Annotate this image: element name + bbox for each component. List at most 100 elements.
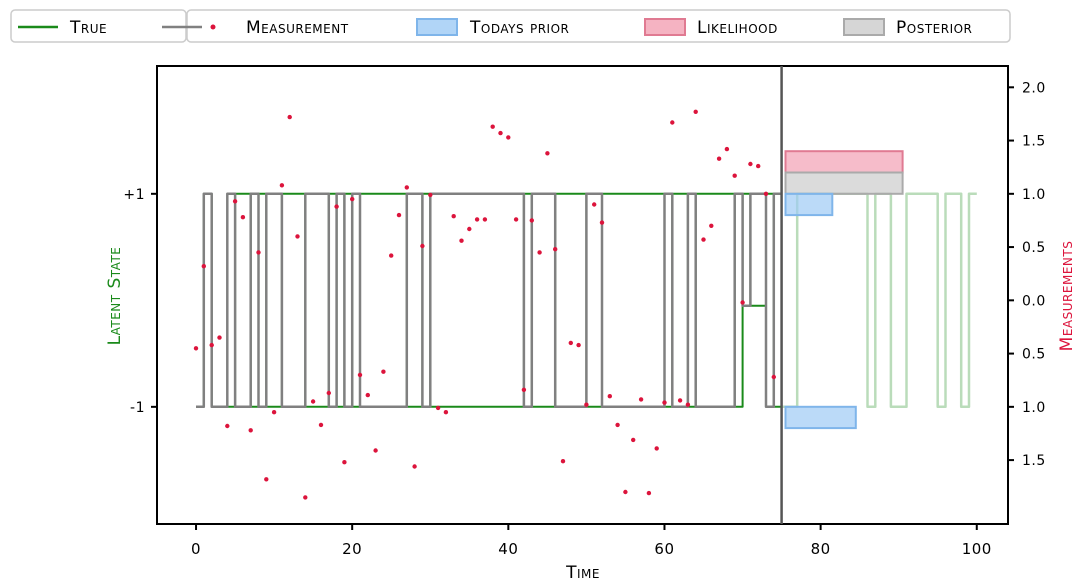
measurement-point bbox=[560, 459, 566, 464]
measurement-point bbox=[763, 191, 769, 196]
right-y-tick-label: 0.0 bbox=[1022, 293, 1046, 309]
measurement-point bbox=[365, 392, 370, 398]
measurement-point bbox=[748, 161, 753, 167]
measurement-point bbox=[529, 218, 534, 223]
measurement-point bbox=[756, 163, 761, 169]
ticks-group: 0 20 40 60 80 100 +1 -1 2.0 1.5 1.0 0.5 0.0 0.5 1.0 1.5 bbox=[123, 80, 1045, 558]
measurement-point bbox=[482, 217, 488, 222]
prior-bar bbox=[784, 192, 834, 217]
measurement-point bbox=[724, 146, 730, 152]
measurement-point bbox=[193, 346, 199, 351]
measurement-point bbox=[553, 247, 558, 252]
measurement-point bbox=[474, 217, 480, 222]
right-y-tick-label: 0.5 bbox=[1022, 240, 1046, 256]
measurement-point bbox=[584, 402, 589, 407]
measurement-point bbox=[631, 437, 636, 443]
measurement-point bbox=[404, 185, 409, 190]
measurement-point bbox=[357, 372, 363, 378]
right-y-tick-label: 0.5 bbox=[1022, 347, 1046, 363]
likelihood-bar bbox=[784, 150, 904, 174]
legend: True Measurement Todays prior Likelihood Pos… bbox=[10, 9, 1011, 43]
measurement-point bbox=[662, 400, 667, 405]
measurement-point bbox=[420, 243, 425, 249]
x-tick-label: 20 bbox=[342, 540, 362, 558]
measurement-points-group bbox=[193, 109, 776, 500]
measurement-point bbox=[654, 446, 659, 451]
left-y-axis-label: Latent State bbox=[105, 247, 125, 346]
legend-posterior-label: Posterior bbox=[896, 18, 972, 38]
future-series-group bbox=[781, 192, 977, 409]
prior-bar bbox=[784, 405, 857, 430]
x-tick-label: 60 bbox=[654, 540, 674, 558]
measurement-point bbox=[537, 250, 542, 255]
measurement-point bbox=[428, 192, 433, 198]
x-tick-label: 80 bbox=[811, 540, 831, 558]
measurement-point bbox=[545, 151, 550, 156]
measurement-point bbox=[264, 477, 269, 482]
measurement-point bbox=[701, 237, 706, 242]
legend-prior-label: Todays prior bbox=[469, 18, 569, 38]
measurement-point bbox=[623, 489, 628, 495]
measurement-point bbox=[225, 423, 230, 429]
measurement-point bbox=[279, 183, 285, 188]
measurement-point bbox=[693, 109, 698, 115]
measurement-point bbox=[217, 335, 222, 340]
right-y-axis-label: Measurements bbox=[1057, 241, 1077, 352]
measurement-point bbox=[576, 342, 581, 348]
measurement-point bbox=[240, 215, 246, 220]
measurement-point bbox=[459, 238, 464, 243]
measurement-point bbox=[599, 220, 605, 225]
measurement-point bbox=[435, 405, 441, 411]
measurement-point bbox=[716, 156, 722, 161]
legend-prior-patch bbox=[416, 18, 458, 36]
legend-likelihood-label: Likelihood bbox=[697, 18, 778, 38]
true-series-line bbox=[196, 192, 782, 408]
measurement-point bbox=[709, 223, 714, 228]
histogram-bars-group bbox=[784, 150, 904, 430]
measurement-point bbox=[209, 342, 214, 348]
legend-true-label: True bbox=[69, 18, 107, 38]
posterior-bar bbox=[784, 171, 904, 195]
x-tick-label: 100 bbox=[962, 540, 992, 558]
left-y-tick-label: -1 bbox=[130, 400, 145, 416]
x-axis-label: Time bbox=[565, 563, 600, 583]
measurement-point bbox=[334, 204, 339, 209]
measurement-point bbox=[350, 196, 355, 202]
legend-likelihood-patch bbox=[644, 18, 686, 36]
measurement-point bbox=[771, 374, 776, 380]
measurement-point bbox=[732, 173, 737, 178]
true-series-group bbox=[196, 192, 782, 408]
measurement-point bbox=[685, 402, 691, 407]
measurement-point bbox=[310, 399, 316, 404]
right-y-tick-label: 2.0 bbox=[1022, 80, 1046, 96]
measurement-point bbox=[373, 448, 378, 453]
x-tick-label: 0 bbox=[191, 540, 201, 558]
measurement-point bbox=[201, 264, 206, 269]
measurement-point bbox=[256, 250, 261, 255]
right-y-tick-label: 1.5 bbox=[1022, 453, 1046, 469]
mode-series-group bbox=[196, 192, 782, 409]
measurement-point bbox=[646, 490, 652, 496]
right-y-tick-label: 1.0 bbox=[1022, 187, 1046, 203]
measurement-point bbox=[670, 120, 675, 125]
measurement-point bbox=[521, 387, 527, 392]
measurement-point bbox=[443, 410, 449, 415]
measurement-point bbox=[568, 340, 573, 346]
right-y-tick-label: 1.5 bbox=[1022, 134, 1046, 150]
measurement-point bbox=[303, 495, 308, 500]
measurement-point bbox=[295, 234, 300, 239]
mode-series-line bbox=[196, 192, 782, 409]
measurement-point bbox=[451, 214, 456, 219]
legend-measurement-dot bbox=[210, 24, 216, 30]
measurement-point bbox=[467, 226, 472, 232]
legend-measurement-label: Measurement bbox=[246, 18, 349, 38]
measurement-point bbox=[592, 202, 597, 207]
measurement-point bbox=[318, 422, 324, 428]
measurement-point bbox=[381, 369, 386, 374]
axes-group bbox=[156, 65, 1009, 525]
measurement-point bbox=[396, 212, 402, 218]
measurement-point bbox=[412, 464, 417, 469]
measurement-point bbox=[342, 460, 347, 465]
left-y-tick-label: +1 bbox=[123, 187, 145, 203]
